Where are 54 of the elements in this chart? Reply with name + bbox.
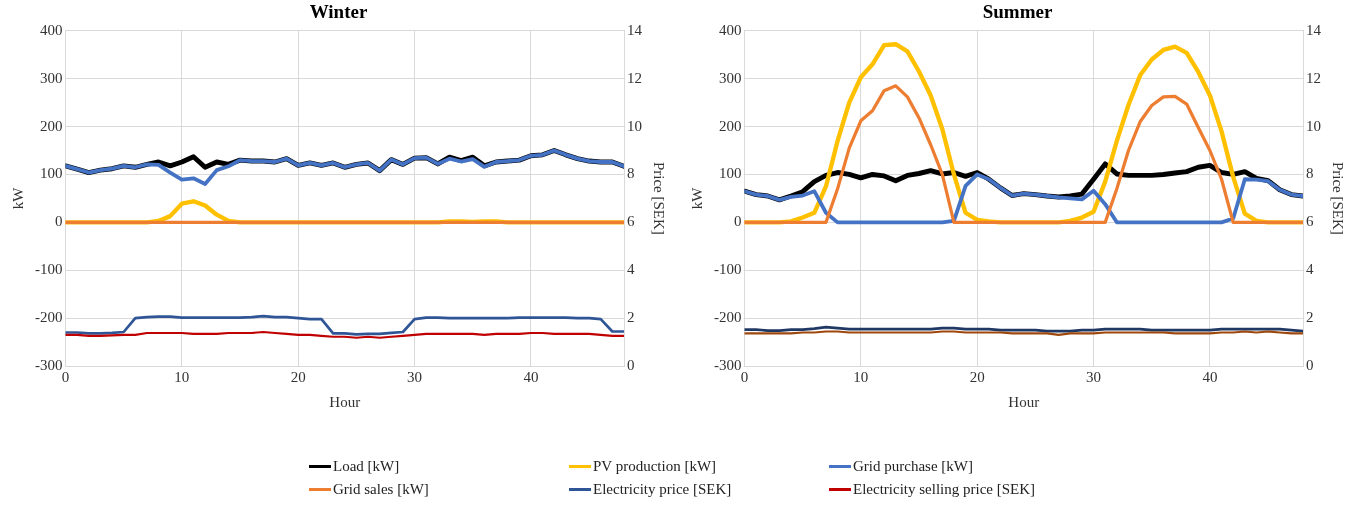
y2-tick-label: 6 [627,213,635,230]
y2-tick-label: 8 [1306,165,1314,182]
y2-tick-label: 0 [627,356,635,373]
y2-axis-title: Price [SEK] [651,161,668,235]
y2-tick-label: 4 [627,261,635,278]
x-tick-label: 40 [1202,368,1218,385]
x-tick-label: 30 [1086,368,1102,385]
y2-tick-label: 10 [1306,117,1321,134]
y2-tick-label: 8 [627,165,635,182]
y-tick-label: 400 [40,21,63,38]
x-tick-label: 40 [523,368,539,385]
chart-title: Winter [309,1,368,23]
x-tick-label: 20 [290,368,306,385]
legend-label: Electricity price [SEK] [593,481,732,498]
y-tick-label: -200 [714,309,742,326]
legend-label: Electricity selling price [SEK] [853,481,1036,498]
y-tick-label: 200 [719,117,742,134]
y2-tick-label: 4 [1306,261,1314,278]
y-tick-label: 0 [734,213,742,230]
x-axis-title: Hour [329,393,361,410]
x-axis-title: Hour [1008,393,1040,410]
y2-tick-label: 14 [1306,21,1322,38]
y2-tick-label: 12 [627,69,642,86]
y-axis-title: kW [9,186,26,210]
chart-title: Summer [982,1,1053,23]
y2-tick-label: 14 [627,21,643,38]
x-tick-label: 30 [407,368,423,385]
legend-label: Load [kW] [333,458,400,475]
y-tick-label: 100 [40,165,63,182]
y-tick-label: -300 [35,356,63,373]
y2-tick-label: 6 [1306,213,1314,230]
legend-label: Grid purchase [kW] [853,458,973,475]
y-tick-label: -200 [35,309,63,326]
y-tick-label: 300 [40,69,63,86]
y-tick-label: 300 [719,69,742,86]
y-tick-label: 200 [40,117,63,134]
y2-tick-label: 2 [1306,309,1314,326]
y2-tick-label: 10 [627,117,642,134]
y-tick-label: -100 [714,261,742,278]
y-tick-label: -100 [35,261,63,278]
y-tick-label: 0 [55,213,63,230]
x-tick-label: 10 [853,368,869,385]
legend-label: PV production [kW] [593,458,717,475]
legend-label: Grid sales [kW] [333,481,429,498]
y-tick-label: 400 [719,21,742,38]
y-tick-label: 100 [719,165,742,182]
y2-tick-label: 2 [627,309,635,326]
y-tick-label: -300 [714,356,742,373]
y2-tick-label: 0 [1306,356,1314,373]
x-tick-label: 20 [969,368,985,385]
x-tick-label: 10 [174,368,190,385]
y-axis-title: kW [688,186,705,210]
y2-tick-label: 12 [1306,69,1321,86]
y2-axis-title: Price [SEK] [1330,161,1347,235]
